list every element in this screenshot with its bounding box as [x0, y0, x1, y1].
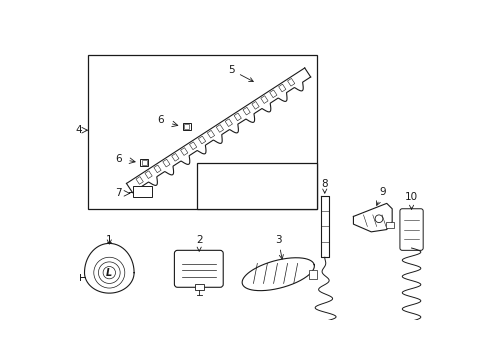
Bar — [197, 163, 317, 209]
Bar — [133, 186, 152, 197]
Bar — [136, 177, 143, 184]
Bar — [216, 125, 223, 132]
Bar — [207, 130, 215, 138]
Text: 5: 5 — [228, 65, 253, 81]
FancyBboxPatch shape — [174, 250, 223, 287]
Text: 2: 2 — [196, 235, 202, 251]
Bar — [140, 159, 148, 166]
Text: L: L — [106, 267, 112, 278]
Bar — [288, 78, 295, 86]
Text: 3: 3 — [275, 235, 283, 259]
Bar — [88, 55, 317, 209]
Bar — [181, 148, 188, 156]
Bar — [163, 159, 170, 167]
Bar — [261, 96, 268, 103]
Text: 6: 6 — [158, 115, 164, 125]
Bar — [329, 330, 340, 337]
Text: 10: 10 — [405, 192, 418, 210]
Bar — [145, 171, 152, 179]
Bar — [184, 124, 189, 129]
Text: 7: 7 — [115, 188, 122, 198]
Bar — [195, 284, 204, 291]
Bar — [190, 142, 197, 150]
Bar — [386, 222, 394, 228]
Bar — [309, 270, 317, 279]
Bar — [172, 153, 179, 161]
FancyBboxPatch shape — [400, 209, 423, 250]
Text: 8: 8 — [321, 179, 328, 193]
Bar — [225, 119, 232, 126]
Bar — [252, 102, 259, 109]
Bar — [183, 122, 191, 130]
Bar — [279, 84, 286, 92]
Bar — [142, 160, 147, 165]
Bar — [405, 323, 418, 329]
Bar — [270, 90, 277, 98]
Text: 1: 1 — [106, 235, 113, 244]
Bar — [243, 107, 250, 115]
Bar — [234, 113, 242, 121]
Bar — [198, 136, 206, 144]
Text: 6: 6 — [115, 154, 122, 164]
Text: 9: 9 — [376, 187, 386, 205]
Bar — [154, 165, 161, 173]
Text: 4: 4 — [75, 125, 82, 135]
